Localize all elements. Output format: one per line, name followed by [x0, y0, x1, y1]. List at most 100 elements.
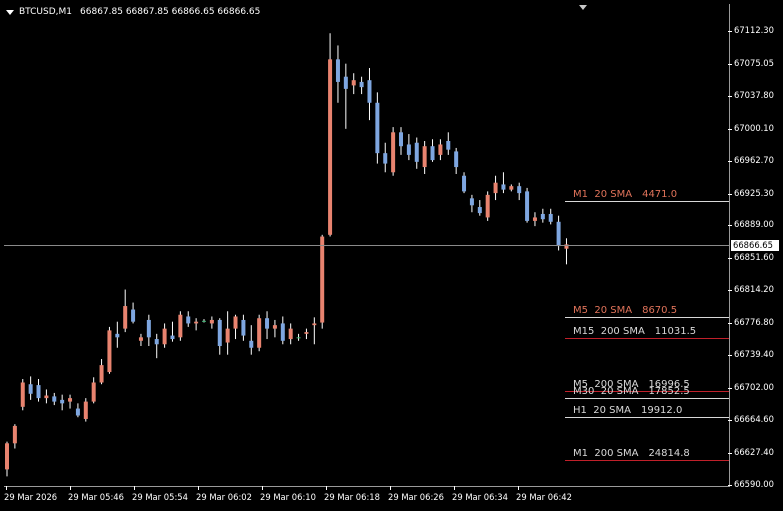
candle[interactable]: [540, 208, 545, 223]
candle[interactable]: [288, 323, 293, 345]
candle[interactable]: [233, 314, 238, 340]
candle[interactable]: [68, 394, 73, 409]
candle[interactable]: [91, 377, 96, 404]
candle[interactable]: [383, 142, 388, 173]
candle-body: [335, 59, 340, 82]
candle[interactable]: [320, 234, 325, 329]
candle[interactable]: [525, 187, 530, 223]
candle[interactable]: [280, 316, 285, 345]
candle[interactable]: [83, 398, 88, 422]
candle[interactable]: [406, 134, 411, 161]
candle[interactable]: [351, 73, 356, 95]
chart-frame-bottom: [4, 486, 730, 487]
candle-body: [477, 207, 482, 214]
candle[interactable]: [469, 194, 474, 213]
candle[interactable]: [422, 140, 427, 175]
candle[interactable]: [36, 379, 41, 402]
candle-body: [406, 144, 411, 155]
candle[interactable]: [532, 212, 537, 227]
candle[interactable]: [501, 172, 506, 194]
candle[interactable]: [123, 289, 128, 333]
candle[interactable]: [202, 319, 206, 323]
candle[interactable]: [335, 45, 340, 103]
candle[interactable]: [359, 76, 364, 95]
candle[interactable]: [391, 127, 396, 176]
candle[interactable]: [194, 318, 199, 331]
candle[interactable]: [12, 424, 17, 449]
candle[interactable]: [414, 137, 419, 169]
candle[interactable]: [138, 333, 143, 347]
candle-body: [564, 244, 569, 249]
candle[interactable]: [446, 132, 451, 155]
candle[interactable]: [564, 238, 569, 265]
candle-body: [28, 384, 33, 394]
time-tick-label: 29 Mar 06:26: [388, 492, 444, 502]
candle-body: [391, 132, 396, 173]
candle-body: [83, 401, 88, 419]
candle-body: [414, 142, 419, 162]
candle[interactable]: [186, 311, 191, 327]
price-tick-mark: [728, 128, 732, 130]
candle-body: [462, 175, 467, 192]
price-tick-label: 67037.80: [734, 89, 774, 100]
candle-body: [343, 76, 348, 89]
candle[interactable]: [399, 127, 403, 155]
candle[interactable]: [485, 191, 490, 221]
chart-frame-right: [729, 4, 730, 487]
candle[interactable]: [265, 311, 270, 340]
candle[interactable]: [509, 184, 514, 192]
candle[interactable]: [272, 319, 277, 338]
scroll-shift-arrow-icon[interactable]: [579, 5, 587, 10]
candle[interactable]: [52, 392, 57, 406]
candle[interactable]: [225, 311, 230, 355]
candle[interactable]: [257, 314, 262, 352]
candle[interactable]: [241, 314, 246, 341]
candle[interactable]: [249, 325, 254, 355]
candle[interactable]: [162, 323, 167, 348]
candle[interactable]: [367, 68, 372, 121]
candle[interactable]: [60, 394, 65, 411]
candle[interactable]: [517, 182, 522, 201]
candle[interactable]: [454, 147, 459, 175]
candle[interactable]: [178, 311, 183, 341]
candle[interactable]: [28, 376, 33, 400]
candle[interactable]: [44, 389, 49, 404]
candle[interactable]: [20, 379, 25, 411]
candle-body: [312, 323, 317, 326]
time-tick-label: 29 Mar 06:42: [516, 492, 572, 502]
candle[interactable]: [209, 316, 214, 329]
candle[interactable]: [304, 328, 309, 340]
candle-body: [485, 194, 490, 218]
candle[interactable]: [217, 318, 222, 355]
candle[interactable]: [170, 321, 175, 342]
candle[interactable]: [131, 302, 136, 324]
candle[interactable]: [462, 172, 467, 194]
candle[interactable]: [343, 63, 348, 129]
candle[interactable]: [477, 200, 482, 216]
candle-body: [154, 339, 159, 345]
candle[interactable]: [5, 441, 9, 477]
candle[interactable]: [154, 333, 159, 359]
candle[interactable]: [75, 403, 80, 418]
dropdown-arrow-icon[interactable]: [6, 9, 14, 15]
candle[interactable]: [328, 33, 333, 237]
candle[interactable]: [107, 326, 112, 374]
candle-body: [107, 330, 112, 373]
candle[interactable]: [115, 321, 120, 348]
price-tick-label: 66739.40: [734, 349, 774, 360]
candle[interactable]: [312, 317, 317, 345]
candle[interactable]: [375, 92, 380, 164]
candle[interactable]: [99, 359, 104, 385]
candle[interactable]: [438, 139, 443, 161]
candle[interactable]: [556, 215, 561, 251]
candle[interactable]: [146, 314, 151, 347]
candle[interactable]: [548, 208, 553, 225]
ma-label: M5 200 SMA 16996.5: [573, 379, 690, 390]
candle[interactable]: [430, 139, 435, 162]
candle[interactable]: [493, 175, 498, 201]
candle-body: [509, 186, 514, 190]
candle[interactable]: [296, 333, 301, 341]
price-tick-mark: [728, 31, 732, 33]
